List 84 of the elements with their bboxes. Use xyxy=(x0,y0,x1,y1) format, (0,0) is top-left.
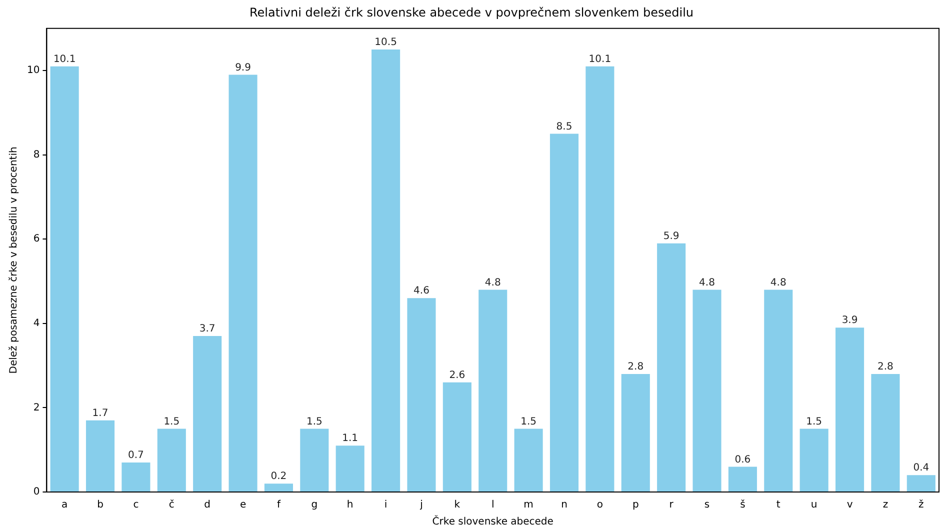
x-tick-label: c xyxy=(133,500,139,511)
data-label: 4.8 xyxy=(699,277,715,288)
bar xyxy=(86,420,115,492)
x-tick-label: s xyxy=(704,500,710,511)
bar xyxy=(478,290,508,492)
bar xyxy=(621,374,650,492)
x-tick-label: k xyxy=(454,500,460,511)
x-tick-label: h xyxy=(346,500,354,511)
bar xyxy=(871,374,900,492)
x-tick-label: m xyxy=(524,500,534,511)
bar xyxy=(550,134,579,492)
data-label: 1.7 xyxy=(92,408,108,419)
bar xyxy=(300,428,329,492)
data-label: 4.8 xyxy=(484,277,501,288)
bar xyxy=(50,66,79,492)
bar xyxy=(728,466,757,492)
bar xyxy=(657,243,686,492)
data-label: 10.1 xyxy=(588,54,612,65)
bar xyxy=(442,382,472,492)
x-tick-label: d xyxy=(204,500,211,511)
y-tick-label: 4 xyxy=(33,318,40,330)
bar xyxy=(835,328,864,492)
x-tick-label: v xyxy=(846,500,853,511)
data-label: 2.8 xyxy=(628,362,644,373)
data-label: 3.9 xyxy=(842,315,858,326)
bar xyxy=(800,428,828,492)
data-label: 10.1 xyxy=(53,54,76,65)
data-label: 1.5 xyxy=(164,416,180,428)
data-label: 4.8 xyxy=(770,277,786,288)
x-tick-label: p xyxy=(632,500,639,511)
bar xyxy=(586,66,614,492)
bar xyxy=(407,298,436,492)
x-tick-label: l xyxy=(491,500,494,511)
bar xyxy=(193,336,222,492)
data-label: 8.5 xyxy=(556,121,572,132)
x-tick-label: a xyxy=(62,500,68,511)
y-tick-label: 10 xyxy=(26,65,40,76)
x-tick-label: n xyxy=(561,500,568,511)
bar xyxy=(336,446,364,492)
data-label: 1.5 xyxy=(520,416,537,428)
bar xyxy=(228,74,258,492)
x-tick-label: e xyxy=(240,500,246,511)
data-label: 0.6 xyxy=(734,454,751,466)
x-tick-label: o xyxy=(596,500,603,511)
data-label: 1.5 xyxy=(306,416,322,428)
chart-title: Relativni deleži črk slovenske abecede v povprečnem slovenkem besedilu xyxy=(249,5,694,20)
y-axis-title: Delež posamezne črke v besedilu v procentih xyxy=(8,146,20,374)
data-label: 2.6 xyxy=(449,370,466,382)
y-tick-label: 2 xyxy=(33,402,40,414)
data-label: 5.9 xyxy=(663,230,680,242)
y-tick-label: 8 xyxy=(33,149,40,160)
data-label: 1.1 xyxy=(342,433,358,444)
data-label: 10.5 xyxy=(374,37,397,48)
bar xyxy=(692,290,722,492)
x-tick-label: b xyxy=(97,500,104,511)
x-tick-label: u xyxy=(810,500,818,511)
data-label: 4.6 xyxy=(414,286,430,297)
x-tick-label: č xyxy=(168,500,174,511)
y-tick-label: 0 xyxy=(33,486,40,498)
y-tick-label: 6 xyxy=(33,234,40,245)
data-label: 0.4 xyxy=(913,462,930,474)
bar xyxy=(372,49,400,492)
data-label: 2.8 xyxy=(878,362,894,373)
x-tick-label: š xyxy=(740,500,746,511)
x-tick-label: i xyxy=(384,500,388,511)
bar xyxy=(764,290,793,492)
x-tick-label: r xyxy=(669,500,674,511)
x-tick-label: z xyxy=(882,500,888,511)
x-axis-title: Črke slovenske abecede xyxy=(432,514,554,528)
bar xyxy=(122,462,150,492)
x-tick-label: ž xyxy=(918,500,924,511)
bar xyxy=(906,475,936,492)
data-label: 1.5 xyxy=(806,416,822,428)
data-label: 0.2 xyxy=(270,471,287,482)
bar xyxy=(157,428,186,492)
x-tick-label: t xyxy=(776,500,780,511)
data-label: 3.7 xyxy=(199,324,216,335)
data-label: 0.7 xyxy=(128,450,144,462)
x-tick-label: g xyxy=(311,500,318,511)
bar xyxy=(514,428,543,492)
x-tick-label: j xyxy=(419,500,423,511)
x-tick-label: f xyxy=(276,500,281,511)
data-label: 9.9 xyxy=(235,62,251,74)
bar xyxy=(264,484,293,492)
